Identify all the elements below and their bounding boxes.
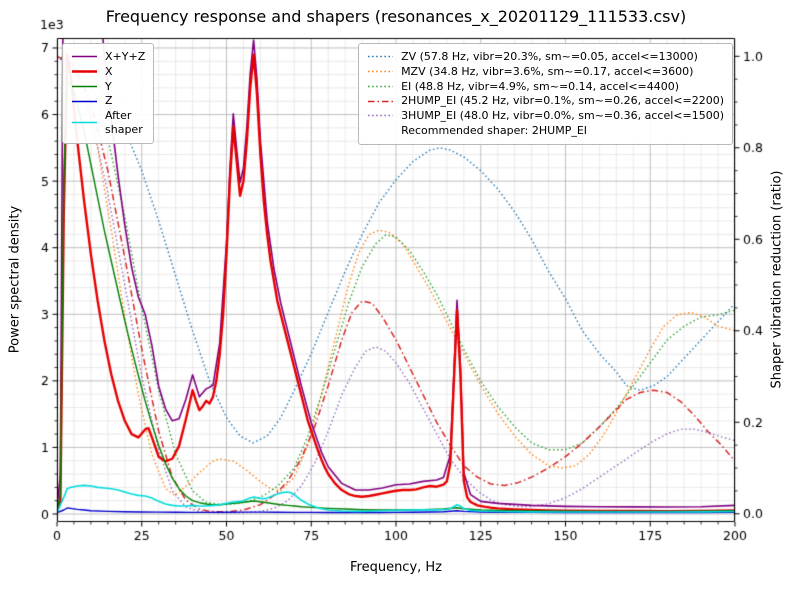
y-axis-label-left: Power spectral density — [7, 205, 23, 354]
legend-label: 2HUMP_EI (45.2 Hz, vibr=0.1%, sm~=0.26, … — [401, 94, 724, 108]
3hump-ei-line-swatch — [368, 115, 394, 117]
legend-item-x: X — [71, 65, 145, 79]
legend-label: Y — [105, 79, 112, 93]
legend-item-xyz: X+Y+Z — [71, 50, 145, 64]
2hump-ei-line-swatch — [368, 100, 394, 102]
legend-item-z: Z — [71, 94, 145, 108]
legend-label: X+Y+Z — [105, 50, 146, 63]
y-axis-label-right: Shaper vibration reduction (ratio) — [769, 170, 785, 389]
ei-line-swatch — [368, 85, 394, 88]
legend-label: ZV (57.8 Hz, vibr=20.3%, sm~=0.05, accel… — [401, 50, 698, 63]
legend-label: After shaper — [105, 109, 143, 136]
legend-item-ei: EI (48.8 Hz, vibr=4.9%, sm~=0.14, accel<… — [367, 80, 724, 94]
x-axis-label: Frequency, Hz — [349, 560, 443, 575]
psd-legend: X+Y+Z X Y Z After shaper — [62, 43, 155, 144]
y-line-swatch — [72, 85, 97, 88]
xyz-line-swatch — [72, 56, 97, 58]
recommended-shaper-line-swatch — [367, 125, 394, 136]
legend-item-zv: ZV (57.8 Hz, vibr=20.3%, sm~=0.05, accel… — [367, 50, 724, 64]
legend-item-3hump-ei: 3HUMP_EI (48.0 Hz, vibr=0.0%, sm~=0.36, … — [367, 109, 724, 123]
mzv-line-swatch — [368, 70, 394, 73]
legend-label: Z — [105, 94, 113, 108]
legend-label: Recommended shaper: 2HUMP_EI — [401, 123, 588, 137]
legend-item-2hump-ei: 2HUMP_EI (45.2 Hz, vibr=0.1%, sm~=0.26, … — [367, 94, 724, 108]
shaper-legend: ZV (57.8 Hz, vibr=20.3%, sm~=0.05, accel… — [358, 43, 733, 145]
zv-line-swatch — [368, 56, 394, 58]
after-shaper-line-swatch — [72, 121, 97, 124]
chart-title: Frequency response and shapers (resonanc… — [105, 7, 687, 26]
legend-label: MZV (34.8 Hz, vibr=3.6%, sm~=0.17, accel… — [401, 64, 694, 78]
legend-item-y: Y — [71, 80, 145, 94]
legend-label: EI (48.8 Hz, vibr=4.9%, sm~=0.14, accel<… — [401, 79, 680, 93]
x-line-swatch — [72, 70, 97, 73]
legend-item-recommended-shaper: Recommended shaper: 2HUMP_EI — [367, 124, 724, 138]
legend-item-after-shaper: After shaper — [71, 109, 145, 137]
legend-item-mzv: MZV (34.8 Hz, vibr=3.6%, sm~=0.17, accel… — [367, 65, 724, 79]
z-line-swatch — [72, 100, 97, 102]
legend-label: 3HUMP_EI (48.0 Hz, vibr=0.0%, sm~=0.36, … — [401, 109, 724, 122]
legend-label: X — [105, 64, 113, 78]
